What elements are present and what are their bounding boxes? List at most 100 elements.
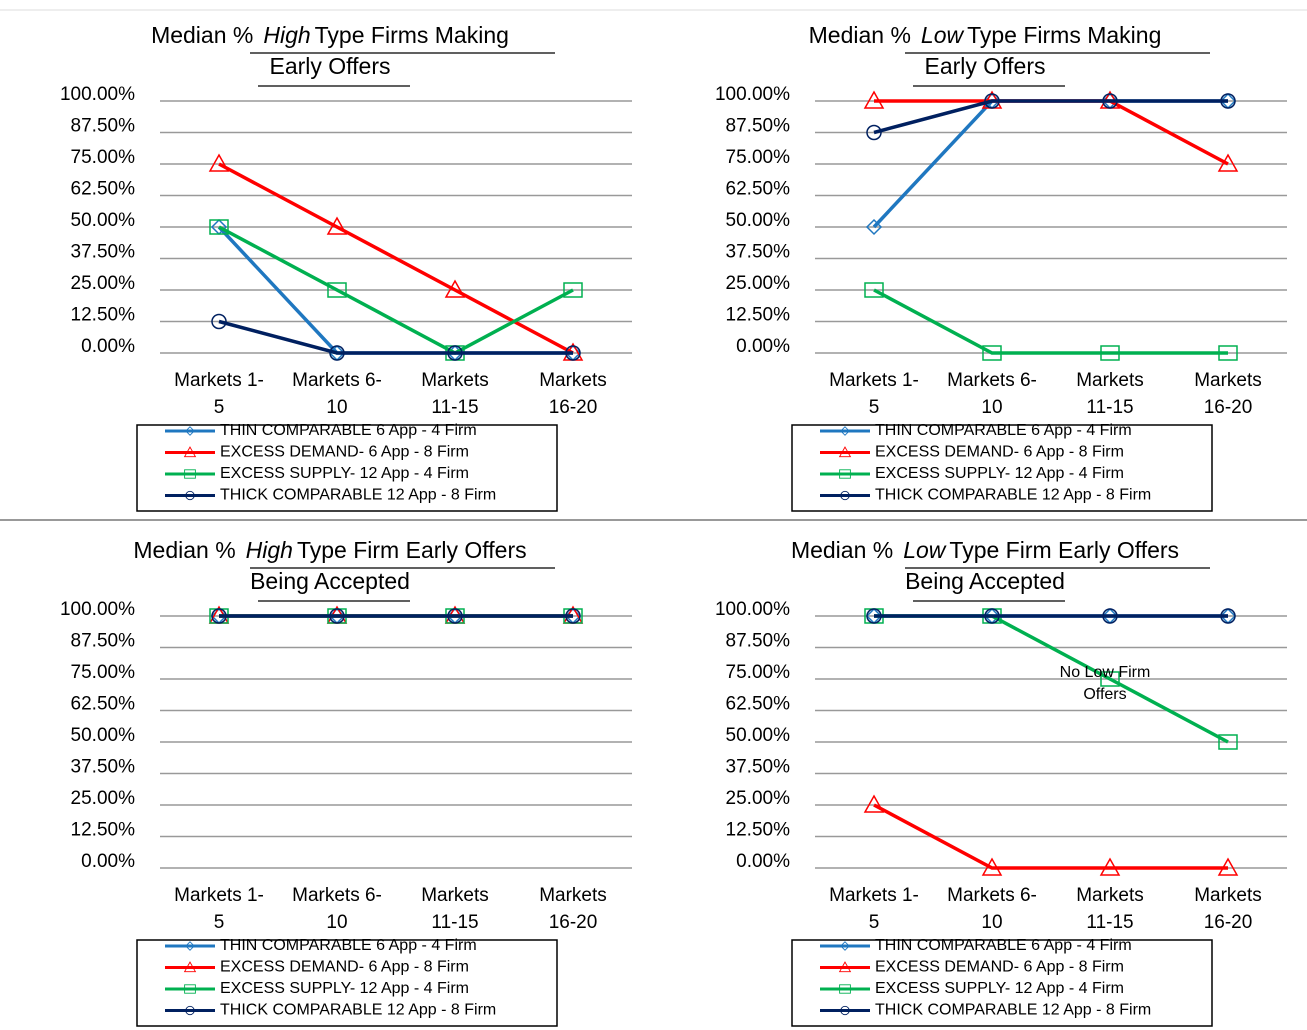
legend-label: THIN COMPARABLE 6 App - 4 Firm — [220, 422, 477, 439]
y-tick-label: 37.50% — [71, 757, 136, 778]
chart-title-line2: Early Offers — [925, 53, 1046, 79]
legend-label: EXCESS SUPPLY- 12 App - 4 Firm — [220, 465, 469, 482]
y-tick-label: 100.00% — [715, 599, 790, 620]
series-line — [218, 225, 574, 355]
y-tick-label: 50.00% — [726, 210, 791, 231]
x-tick-label: Markets — [539, 885, 607, 906]
y-tick-label: 0.00% — [81, 336, 135, 357]
legend-marker — [183, 446, 197, 458]
marker — [329, 608, 345, 624]
x-tick-label: Markets — [421, 885, 489, 906]
title-part: High — [263, 22, 310, 48]
marker — [447, 345, 463, 361]
legend-box — [136, 939, 558, 1027]
x-tick-label: Markets 1- — [174, 885, 264, 906]
marker — [1217, 857, 1239, 876]
marker — [865, 218, 883, 236]
x-tick-label: Markets 1- — [829, 370, 919, 391]
x-tick-label: 11-15 — [1086, 912, 1133, 933]
marker — [1102, 93, 1118, 109]
legend-marker — [184, 469, 196, 479]
x-tick-label: 16-20 — [1204, 397, 1253, 418]
y-tick-label: 62.50% — [71, 179, 136, 200]
y-tick-label: 0.00% — [736, 851, 790, 872]
legend-marker — [183, 961, 197, 973]
title-part: Low — [921, 22, 965, 48]
legend-label: THIN COMPARABLE 6 App - 4 Firm — [220, 937, 477, 954]
legend-label: EXCESS SUPPLY- 12 App - 4 Firm — [875, 465, 1124, 482]
legend-marker — [185, 941, 195, 951]
x-tick-label: 10 — [326, 912, 347, 933]
marker — [565, 345, 581, 361]
chart-title-line2: Being Accepted — [250, 568, 410, 594]
x-tick-label: 10 — [326, 397, 347, 418]
x-tick-label: Markets 6- — [947, 370, 1037, 391]
series-line — [873, 99, 1228, 135]
x-tick-label: 16-20 — [1204, 912, 1253, 933]
y-tick-label: 25.00% — [71, 273, 136, 294]
chart-title-line2: Early Offers — [270, 53, 391, 79]
x-tick-label: 10 — [981, 912, 1002, 933]
y-tick-label: 0.00% — [81, 851, 135, 872]
marker — [1220, 608, 1236, 624]
y-tick-label: 12.50% — [71, 820, 136, 841]
y-tick-label: 100.00% — [715, 84, 790, 105]
title-part: Median % — [151, 22, 253, 48]
y-tick-label: 12.50% — [726, 820, 791, 841]
marker — [981, 857, 1003, 876]
legend-marker — [838, 446, 852, 458]
chart-title: Median % Low Type Firm Early Offers — [791, 537, 1179, 563]
x-tick-label: Markets — [421, 370, 489, 391]
legend-marker — [840, 941, 850, 951]
marker — [329, 345, 345, 361]
y-tick-label: 87.50% — [71, 631, 136, 652]
title-part: Type Firms Making — [315, 22, 509, 48]
y-tick-label: 75.00% — [726, 662, 791, 683]
marker — [984, 93, 1000, 109]
marker — [982, 345, 1002, 361]
y-tick-label: 25.00% — [726, 273, 791, 294]
marker — [327, 282, 347, 298]
x-tick-label: Markets 6- — [292, 370, 382, 391]
y-tick-label: 100.00% — [60, 599, 135, 620]
y-tick-label: 87.50% — [71, 116, 136, 137]
x-tick-label: 5 — [214, 912, 225, 933]
x-tick-label: Markets — [539, 370, 607, 391]
legend-marker — [839, 984, 851, 994]
x-tick-label: 11-15 — [431, 912, 478, 933]
legend-label: THICK COMPARABLE 12 App - 8 Firm — [220, 487, 496, 504]
marker — [1099, 857, 1121, 876]
marker — [211, 313, 227, 330]
title-part: Type Firms Making — [967, 22, 1161, 48]
legend-marker — [184, 984, 196, 994]
y-tick-label: 37.50% — [726, 757, 791, 778]
x-tick-label: 11-15 — [431, 397, 478, 418]
y-tick-label: 50.00% — [726, 725, 791, 746]
marker — [326, 216, 348, 235]
y-tick-label: 75.00% — [71, 662, 136, 683]
legend-marker — [840, 490, 850, 501]
legend-box — [136, 424, 558, 512]
marker — [1100, 345, 1120, 361]
marker — [444, 279, 466, 298]
marker — [1218, 345, 1238, 361]
y-tick-label: 25.00% — [71, 788, 136, 809]
chart-title: Median % Low Type Firms Making — [809, 22, 1162, 48]
chart-title: Median % High Type Firm Early Offers — [133, 537, 526, 563]
legend-box — [791, 424, 1213, 512]
chart-panel: Median % Low Type Firm Early Offers Being A… — [715, 537, 1287, 1027]
y-tick-label: 62.50% — [71, 694, 136, 715]
marker — [211, 608, 227, 624]
chart-panel: Median % High Type Firm Early Offers Being … — [60, 537, 632, 1027]
legend-label: EXCESS DEMAND- 6 App - 8 Firm — [220, 444, 469, 461]
marker — [447, 608, 463, 624]
y-tick-label: 87.50% — [726, 631, 791, 652]
marker — [864, 282, 884, 298]
annotation: Offers — [1083, 686, 1126, 703]
y-tick-label: 75.00% — [726, 147, 791, 168]
chart-panel: Median % High Type Firms Making Early Offer… — [60, 22, 632, 512]
x-tick-label: Markets — [1194, 885, 1262, 906]
series-line — [873, 288, 1228, 355]
legend-label: EXCESS SUPPLY- 12 App - 4 Firm — [875, 980, 1124, 997]
